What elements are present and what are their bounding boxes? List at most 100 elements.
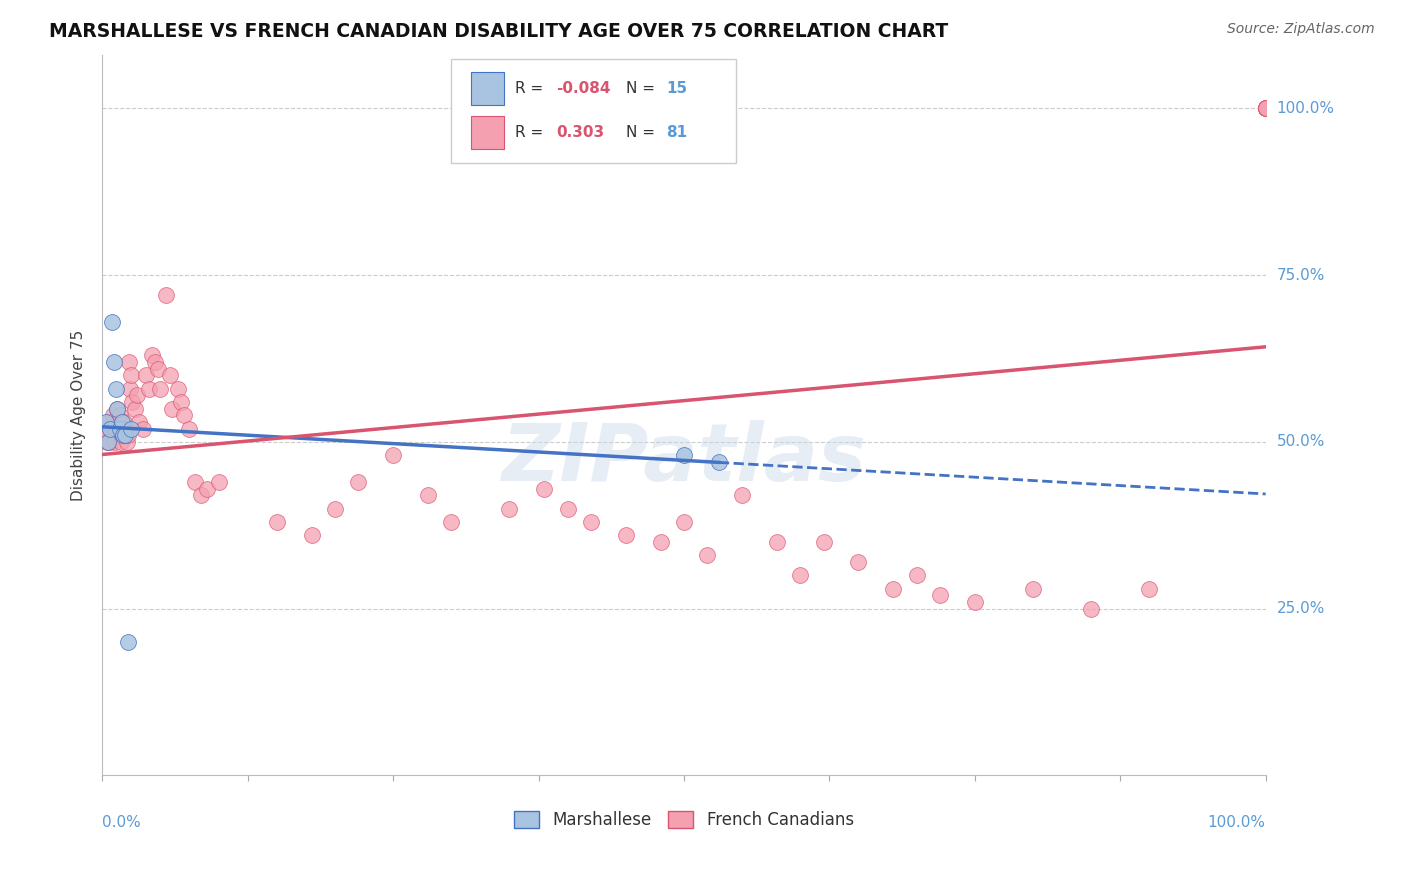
Text: 81: 81 [666,125,688,140]
Point [928,588,950,602]
Point [155,288,177,302]
Point [166,382,188,396]
Point [266,515,288,529]
Point [159,368,181,383]
Point [100,422,122,436]
Point [120,382,142,396]
Point [115,435,138,450]
Text: 0.303: 0.303 [555,125,605,140]
Point [112,415,135,429]
Point [707,455,730,469]
Point [135,368,157,383]
Point [1254,102,1277,116]
Text: Source: ZipAtlas.com: Source: ZipAtlas.com [1227,22,1375,37]
Point [766,535,789,549]
Point [1254,102,1277,116]
Point [103,428,125,442]
Point [1254,102,1277,116]
Point [382,448,405,462]
Text: 0.0%: 0.0% [103,815,141,830]
Text: R =: R = [515,81,548,96]
FancyBboxPatch shape [471,116,503,149]
Point [97,428,120,442]
Point [1254,102,1277,116]
Point [105,422,128,436]
Point [301,528,323,542]
Point [111,422,134,436]
Point [100,315,122,329]
Point [124,401,146,416]
Point [170,395,193,409]
Point [121,395,143,409]
Point [882,582,904,596]
Point [117,635,139,649]
Point [141,348,163,362]
Point [118,355,141,369]
Point [112,428,135,442]
Point [98,415,121,429]
Point [190,488,212,502]
Point [114,428,136,442]
Point [105,401,128,416]
Point [672,448,695,462]
Point [1254,102,1277,116]
Point [98,435,121,450]
Point [672,515,695,529]
Point [1254,102,1277,116]
Point [557,501,579,516]
Text: 50.0%: 50.0% [1277,434,1324,450]
Text: 25.0%: 25.0% [1277,601,1324,616]
Point [138,382,160,396]
Point [105,401,128,416]
Point [195,482,218,496]
Point [813,535,835,549]
Point [146,361,169,376]
Point [1080,601,1102,615]
Point [143,355,166,369]
Point [94,422,117,436]
Point [127,388,149,402]
Point [416,488,439,502]
Point [1254,102,1277,116]
Point [101,409,124,423]
Point [440,515,463,529]
Point [323,501,346,516]
Point [114,422,136,436]
Point [696,549,718,563]
Point [963,595,986,609]
Point [498,501,520,516]
Point [108,422,131,436]
Text: 75.0%: 75.0% [1277,268,1324,283]
Point [128,415,150,429]
Point [905,568,928,582]
Point [108,409,131,423]
Point [94,415,117,429]
FancyBboxPatch shape [451,59,737,163]
Text: N =: N = [626,125,659,140]
Y-axis label: Disability Age Over 75: Disability Age Over 75 [72,330,86,501]
Point [110,435,132,450]
Point [650,535,672,549]
Point [347,475,370,489]
Point [107,415,129,429]
Point [1137,582,1160,596]
Point [149,382,172,396]
Point [105,382,128,396]
Point [1022,582,1045,596]
Point [533,482,555,496]
Text: N =: N = [626,81,659,96]
Point [132,422,155,436]
FancyBboxPatch shape [471,72,503,104]
Point [1254,102,1277,116]
Point [120,368,142,383]
Point [117,428,139,442]
Point [207,475,229,489]
Text: 15: 15 [666,81,688,96]
Point [104,435,127,450]
Text: MARSHALLESE VS FRENCH CANADIAN DISABILITY AGE OVER 75 CORRELATION CHART: MARSHALLESE VS FRENCH CANADIAN DISABILIT… [49,22,949,41]
Point [848,555,870,569]
Point [97,435,120,450]
Point [112,428,135,442]
Text: 100.0%: 100.0% [1277,101,1334,116]
Point [579,515,602,529]
